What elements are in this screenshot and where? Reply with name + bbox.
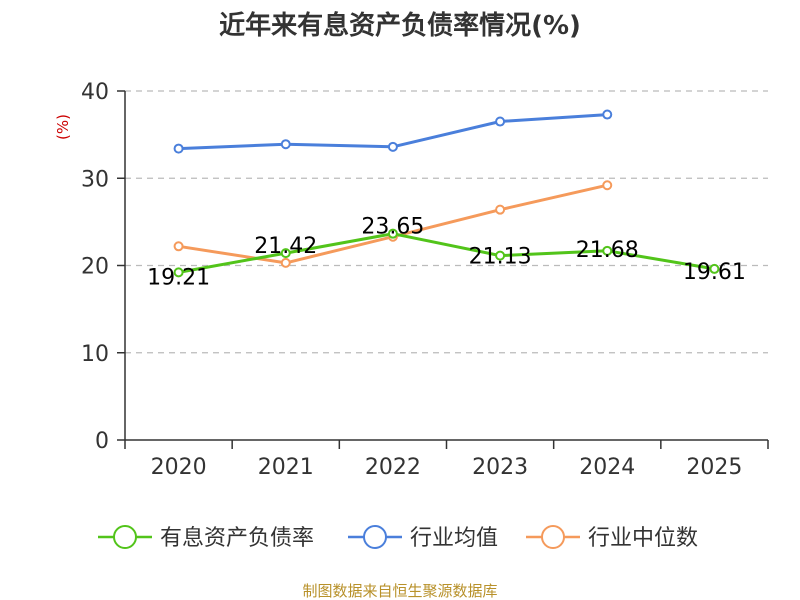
chart-title: 近年来有息资产负债率情况(%) [219, 10, 581, 41]
series-points [173, 109, 720, 278]
axes: 0 10 20 30 40 2020 2021 2022 2023 2024 2025 [81, 80, 769, 480]
data-label-2025: 19.61 [683, 260, 746, 285]
y-tick-label-10: 10 [81, 342, 109, 367]
data-label-2024: 21.68 [576, 238, 639, 263]
data-point-0-2023 [495, 250, 506, 261]
data-point-1-2024 [602, 109, 613, 120]
data-point-1-2021 [280, 139, 291, 150]
legend-label-0: 有息资产负债率 [160, 526, 314, 551]
data-point-2-2023 [495, 204, 506, 215]
legend-label-1: 行业均值 [410, 526, 498, 551]
data-point-2-2024 [602, 180, 613, 191]
legend: 有息资产负债率 行业均值 行业中位数 [98, 525, 698, 551]
data-point-0-2021 [280, 248, 291, 259]
legend-marker-0 [113, 525, 137, 549]
data-labels: 19.21 21.42 23.65 21.13 21.68 19.61 [147, 215, 746, 291]
legend-marker-2 [541, 525, 565, 549]
y-tick-label-0: 0 [95, 429, 109, 454]
data-point-2-2020 [173, 241, 184, 252]
y-tick-label-30: 30 [81, 167, 109, 192]
data-point-0-2020 [173, 267, 184, 278]
data-label-2021: 21.42 [254, 234, 317, 259]
legend-marker-1 [363, 525, 387, 549]
x-tick-label-2025: 2025 [686, 455, 742, 480]
x-tick-label-2024: 2024 [579, 455, 635, 480]
y-tick-label-20: 20 [81, 255, 109, 280]
x-tick-label-2022: 2022 [365, 455, 421, 480]
data-point-0-2022 [387, 228, 398, 239]
data-point-0-2024 [602, 245, 613, 256]
data-point-0-2025 [709, 263, 720, 274]
x-tick-label-2021: 2021 [258, 455, 314, 480]
data-label-2023: 21.13 [469, 245, 532, 270]
data-point-2-2021 [280, 257, 291, 268]
y-tick-label-40: 40 [81, 80, 109, 105]
series-line-0 [178, 232, 715, 274]
grid-lines [125, 90, 768, 354]
data-point-1-2022 [387, 141, 398, 152]
x-tick-label-2020: 2020 [151, 455, 207, 480]
data-point-1-2020 [173, 143, 184, 154]
data-label-2022: 23.65 [361, 215, 424, 240]
legend-label-2: 行业中位数 [588, 526, 698, 551]
data-point-1-2023 [495, 116, 506, 127]
x-tick-label-2023: 2023 [472, 455, 528, 480]
y-axis-label: (%) [54, 114, 72, 140]
data-label-2020: 19.21 [147, 265, 210, 290]
source-note: 制图数据来自恒生聚源数据库 [302, 582, 497, 600]
